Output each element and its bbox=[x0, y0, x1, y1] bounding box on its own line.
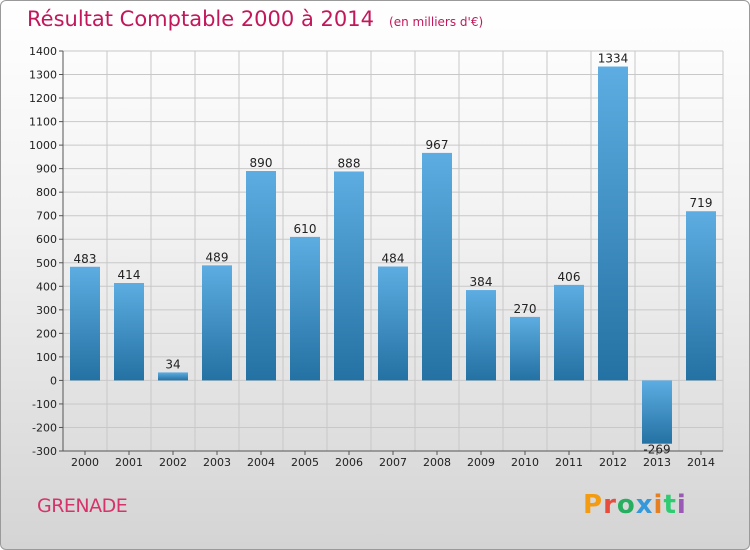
bar bbox=[202, 265, 232, 381]
y-tick-label: 1200 bbox=[29, 92, 57, 105]
y-tick-label: -300 bbox=[32, 445, 57, 458]
logo-letter: t bbox=[663, 490, 677, 520]
y-tick-label: 700 bbox=[36, 210, 57, 223]
value-label: 270 bbox=[514, 302, 537, 316]
value-label: 484 bbox=[382, 252, 405, 266]
bar bbox=[158, 372, 188, 381]
y-tick-label: 500 bbox=[36, 257, 57, 270]
bar bbox=[246, 171, 276, 381]
y-tick-label: 0 bbox=[50, 374, 57, 387]
x-tick-label: 2007 bbox=[379, 456, 407, 469]
bar bbox=[466, 290, 496, 381]
bar bbox=[554, 284, 584, 381]
y-tick-label: 800 bbox=[36, 186, 57, 199]
logo-letter: o bbox=[616, 490, 636, 520]
value-label: 414 bbox=[118, 268, 141, 282]
proxiti-logo[interactable]: Proxiti bbox=[583, 490, 687, 520]
bar bbox=[422, 152, 452, 381]
x-tick-label: 2009 bbox=[467, 456, 495, 469]
logo-letter: i bbox=[653, 490, 664, 520]
x-tick-label: 2004 bbox=[247, 456, 275, 469]
value-label: 888 bbox=[338, 156, 361, 170]
bar bbox=[334, 171, 364, 381]
logo-letter: x bbox=[635, 490, 654, 520]
bar bbox=[114, 283, 144, 381]
x-tick-label: 2013 bbox=[643, 456, 671, 469]
bar bbox=[642, 380, 672, 444]
title-block: Résultat Comptable 2000 à 2014 (en milli… bbox=[27, 7, 483, 31]
x-tick-label: 2008 bbox=[423, 456, 451, 469]
logo-letter: i bbox=[676, 490, 687, 520]
y-tick-label: -200 bbox=[32, 421, 57, 434]
bar bbox=[510, 316, 540, 381]
bar bbox=[70, 266, 100, 381]
value-label: 406 bbox=[558, 270, 581, 284]
y-tick-label: 1400 bbox=[29, 45, 57, 58]
y-tick-label: 200 bbox=[36, 327, 57, 340]
value-label: 610 bbox=[294, 222, 317, 236]
y-tick-label: 600 bbox=[36, 233, 57, 246]
logo-letter: r bbox=[603, 490, 617, 520]
y-tick-label: -100 bbox=[32, 398, 57, 411]
value-label: 890 bbox=[250, 156, 273, 170]
x-tick-label: 2012 bbox=[599, 456, 627, 469]
value-label: 719 bbox=[690, 196, 713, 210]
x-tick-label: 2001 bbox=[115, 456, 143, 469]
bar bbox=[290, 236, 320, 381]
x-tick-label: 2003 bbox=[203, 456, 231, 469]
x-tick-label: 2014 bbox=[687, 456, 715, 469]
x-tick-label: 2006 bbox=[335, 456, 363, 469]
value-label: 1334 bbox=[598, 52, 629, 66]
y-tick-label: 1000 bbox=[29, 139, 57, 152]
y-tick-label: 1300 bbox=[29, 69, 57, 82]
value-label: 384 bbox=[470, 275, 493, 289]
y-tick-label: 300 bbox=[36, 304, 57, 317]
bar bbox=[598, 66, 628, 381]
value-label: 34 bbox=[165, 357, 180, 371]
value-label: -269 bbox=[643, 443, 670, 457]
value-label: 483 bbox=[74, 252, 97, 266]
commune-name: GRENADE bbox=[37, 495, 128, 517]
x-tick-label: 2005 bbox=[291, 456, 319, 469]
x-tick-label: 2000 bbox=[71, 456, 99, 469]
y-tick-label: 900 bbox=[36, 163, 57, 176]
x-tick-label: 2011 bbox=[555, 456, 583, 469]
logo-letter: P bbox=[583, 490, 604, 520]
bar bbox=[686, 211, 716, 381]
x-tick-label: 2002 bbox=[159, 456, 187, 469]
y-tick-label: 100 bbox=[36, 351, 57, 364]
value-label: 489 bbox=[206, 250, 229, 264]
y-tick-label: 400 bbox=[36, 280, 57, 293]
chart-title: Résultat Comptable 2000 à 2014 bbox=[27, 7, 374, 31]
value-label: 967 bbox=[426, 138, 449, 152]
bar bbox=[378, 266, 408, 381]
chart-subtitle: (en milliers d'€) bbox=[389, 15, 484, 29]
y-tick-label: 1100 bbox=[29, 116, 57, 129]
x-tick-label: 2010 bbox=[511, 456, 539, 469]
